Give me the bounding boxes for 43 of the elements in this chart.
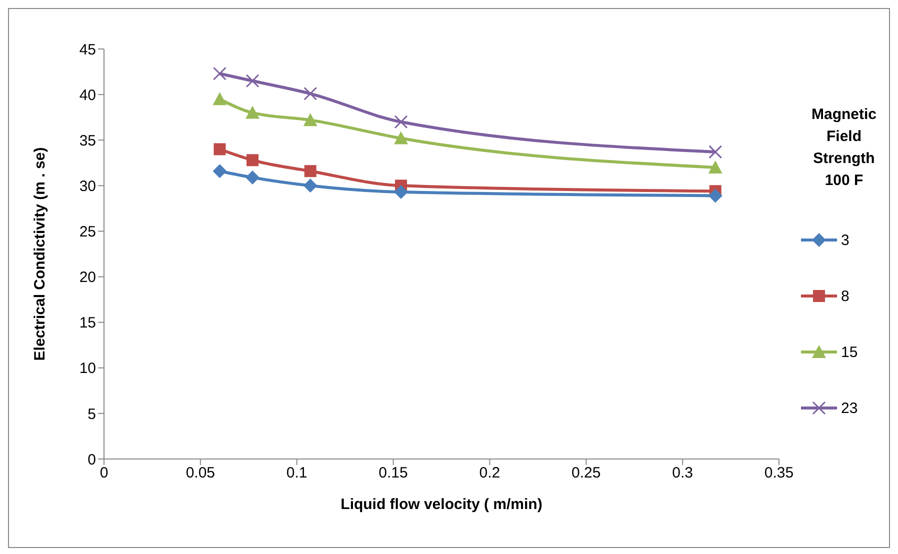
legend-label: 3 xyxy=(841,232,850,248)
legend-label: 15 xyxy=(841,344,858,360)
point xyxy=(303,113,318,126)
point xyxy=(394,115,408,129)
y-tick-label: 10 xyxy=(79,360,96,378)
x-tick-label: 0.15 xyxy=(378,464,408,482)
x-tick-label: 0.05 xyxy=(186,464,216,482)
y-tick-label: 5 xyxy=(88,406,96,423)
point xyxy=(394,185,408,200)
point xyxy=(212,164,227,178)
y-tick-label: 30 xyxy=(79,178,96,195)
point xyxy=(214,143,226,156)
point xyxy=(246,74,260,88)
y-tick-label: 45 xyxy=(79,41,96,58)
y-axis-title: Electrical Condictivity (m . se) xyxy=(31,147,48,361)
x-tick-label: 0.3 xyxy=(672,464,693,482)
legend-label: 8 xyxy=(841,288,850,304)
point xyxy=(303,178,318,193)
x-tick-label: 0.1 xyxy=(286,464,308,482)
x-tick-label: 0 xyxy=(100,464,108,482)
legend-label: 23 xyxy=(841,400,858,416)
point xyxy=(212,66,226,80)
x-tick-label: 0.25 xyxy=(572,464,601,482)
legend-title: Magnetic Field Strength 100 F xyxy=(810,105,878,191)
point xyxy=(394,131,408,144)
x-tick-label: 0.35 xyxy=(764,464,794,482)
point xyxy=(304,86,318,100)
y-tick-label: 25 xyxy=(79,224,96,241)
point xyxy=(212,92,227,106)
point xyxy=(708,188,722,203)
y-tick-label: 35 xyxy=(79,132,96,150)
point xyxy=(708,145,722,159)
y-tick-label: 0 xyxy=(88,451,96,468)
y-tick-label: 20 xyxy=(79,269,96,286)
point xyxy=(246,106,260,119)
point xyxy=(304,165,316,178)
point xyxy=(708,160,722,174)
x-axis-title: Liquid flow velocity ( m/min) xyxy=(340,496,542,513)
y-tick-label: 15 xyxy=(79,314,96,332)
x-tick-label: 0.2 xyxy=(479,464,500,482)
point xyxy=(246,154,258,166)
y-tick-label: 40 xyxy=(79,86,96,104)
point xyxy=(246,170,260,184)
